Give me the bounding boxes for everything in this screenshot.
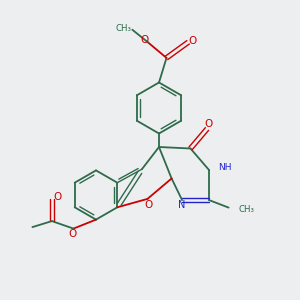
Text: NH: NH <box>218 163 232 172</box>
Text: CH₃: CH₃ <box>116 24 132 33</box>
Text: O: O <box>140 35 148 45</box>
Text: O: O <box>189 36 197 46</box>
Text: O: O <box>145 200 153 210</box>
Text: N: N <box>178 200 186 211</box>
Text: O: O <box>68 229 76 239</box>
Text: O: O <box>204 119 213 129</box>
Text: O: O <box>53 192 61 202</box>
Text: CH₃: CH₃ <box>238 205 254 214</box>
